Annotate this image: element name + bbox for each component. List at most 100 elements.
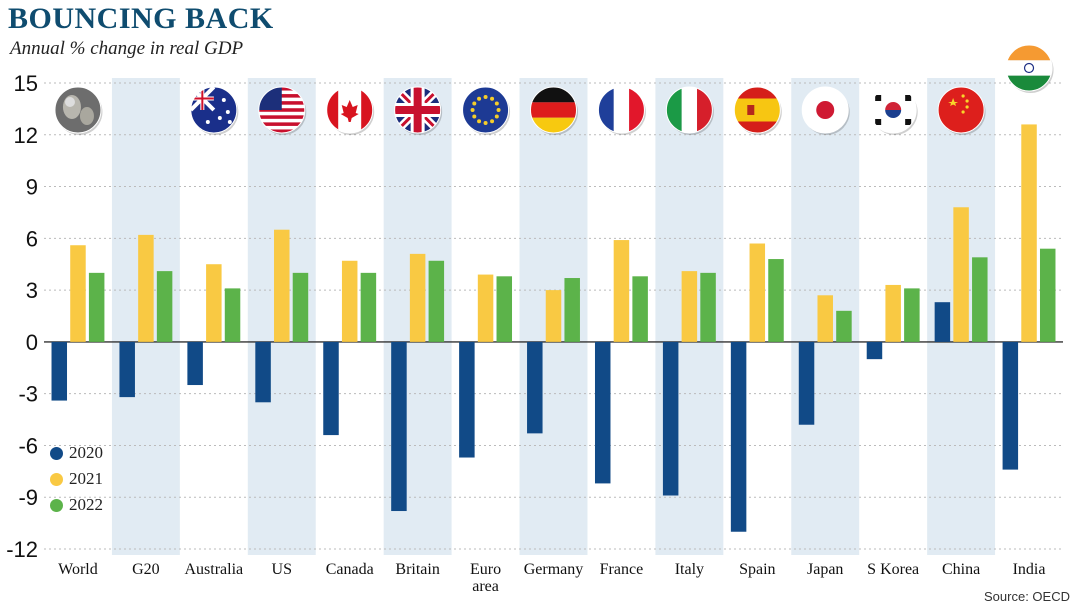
bar-2022-britain	[428, 260, 445, 342]
chart-title: BOUNCING BACK	[8, 2, 274, 35]
bar-2022-world	[88, 272, 105, 342]
bar-2022-g20	[156, 271, 173, 342]
bar-2021-euro-area	[477, 274, 494, 342]
legend-label-2022: 2022	[69, 495, 103, 514]
legend-swatch-2020	[50, 446, 63, 460]
bar-2021-france	[613, 240, 630, 342]
flag-icons	[54, 44, 1054, 135]
x-tick-label: World	[58, 561, 98, 578]
x-tick-label: Japan	[807, 561, 843, 578]
legend-label-2021: 2021	[69, 469, 103, 488]
legend: 2020 2021 2022	[50, 440, 103, 518]
x-tick-label: India	[1013, 561, 1046, 578]
flag-canada-icon	[326, 86, 375, 135]
x-tick-label: Euro	[470, 561, 501, 578]
bar-2021-japan	[817, 295, 833, 342]
bar-2020-china	[934, 302, 951, 342]
bar-2021-spain	[749, 243, 766, 342]
x-tick-label: Canada	[326, 561, 374, 578]
legend-swatch-2021	[50, 472, 63, 486]
x-tick-label: area	[472, 578, 499, 595]
bar-2020-france	[594, 341, 611, 484]
x-tick-label: S Korea	[867, 561, 919, 578]
bar-2020-world	[51, 341, 68, 401]
flag-italy-icon	[665, 86, 714, 135]
bar-2021-germany	[545, 290, 562, 342]
bar-2022-india	[1039, 248, 1056, 342]
y-tick-label: -3	[18, 382, 38, 407]
y-tick-label: 6	[26, 226, 38, 251]
y-axis-ticks: 15 12 9 6 3 0 -3 -6 -9 -12	[6, 71, 38, 562]
bar-2021-g20	[138, 234, 154, 342]
y-tick-label: -9	[18, 485, 38, 510]
chart-subtitle: Annual % change in real GDP	[10, 38, 244, 59]
bar-2021-australia	[206, 264, 222, 342]
bar-2021-canada	[341, 260, 358, 342]
x-tick-label: Spain	[739, 561, 775, 578]
bar-2020-japan	[798, 341, 815, 425]
bar-2020-germany	[527, 341, 543, 434]
x-tick-label: Britain	[395, 561, 439, 578]
bar-2022-germany	[564, 278, 580, 342]
legend-label-2020: 2020	[69, 443, 103, 462]
x-tick-label: US	[272, 561, 292, 578]
legend-item-2021: 2021	[50, 466, 103, 492]
bar-2020-australia	[187, 341, 203, 386]
y-tick-label: 0	[26, 330, 38, 355]
flag-japan-icon	[801, 86, 850, 135]
flag-us-icon	[258, 86, 307, 135]
bar-2020-euro-area	[459, 341, 475, 458]
y-tick-label: -12	[6, 537, 38, 562]
y-tick-label: 9	[26, 175, 38, 200]
flag-india-icon	[1005, 44, 1054, 93]
bar-2020-italy	[662, 341, 679, 496]
bar-2022-australia	[224, 288, 241, 342]
bar-2022-s-korea	[904, 288, 920, 342]
globe-icon	[54, 86, 103, 135]
bar-2022-japan	[836, 310, 852, 342]
x-axis-labels: World G20 Australia US Canada Britain Euroarea…	[58, 561, 1045, 595]
flag-germany-icon	[530, 86, 578, 135]
x-tick-label: Australia	[185, 561, 244, 578]
bar-2022-spain	[768, 259, 784, 342]
bar-2021-china	[953, 207, 969, 342]
bar-2022-italy	[700, 272, 716, 342]
bar-2020-us	[255, 341, 271, 403]
bar-2020-spain	[730, 341, 747, 532]
x-tick-label: France	[600, 561, 644, 578]
bar-2021-india	[1021, 124, 1037, 342]
flag-france-icon	[597, 86, 646, 135]
flag-australia-icon	[190, 86, 239, 135]
bar-2022-china	[972, 257, 988, 342]
bar-2021-us	[274, 229, 290, 342]
bar-2021-world	[70, 245, 86, 342]
flag-britain-icon	[394, 86, 443, 135]
bar-2022-euro-area	[496, 276, 513, 342]
flag-eu-icon	[462, 86, 511, 135]
y-tick-label: 3	[26, 278, 38, 303]
x-tick-label: G20	[132, 561, 160, 578]
bar-2022-us	[292, 272, 309, 342]
source-note: Source: OECD	[984, 589, 1070, 604]
bar-2022-france	[632, 276, 648, 342]
legend-item-2022: 2022	[50, 492, 103, 518]
x-tick-label: Germany	[524, 561, 584, 578]
bar-2020-s-korea	[866, 341, 883, 360]
bar-2021-s-korea	[885, 284, 901, 342]
bar-2022-canada	[360, 272, 377, 342]
legend-swatch-2022	[50, 498, 63, 512]
y-tick-label: 15	[14, 71, 38, 96]
flag-spain-icon	[733, 86, 782, 135]
bar-2020-canada	[323, 341, 339, 436]
y-tick-label: 12	[14, 123, 38, 148]
bars	[51, 124, 1056, 532]
bar-2020-g20	[119, 341, 135, 398]
flag-korea-icon	[869, 86, 918, 135]
y-tick-label: -6	[18, 433, 38, 458]
bar-2020-britain	[391, 341, 407, 512]
bar-2020-india	[1002, 341, 1019, 470]
x-tick-label: China	[942, 561, 980, 578]
x-tick-label: Italy	[675, 561, 704, 578]
bar-2021-italy	[681, 271, 698, 342]
